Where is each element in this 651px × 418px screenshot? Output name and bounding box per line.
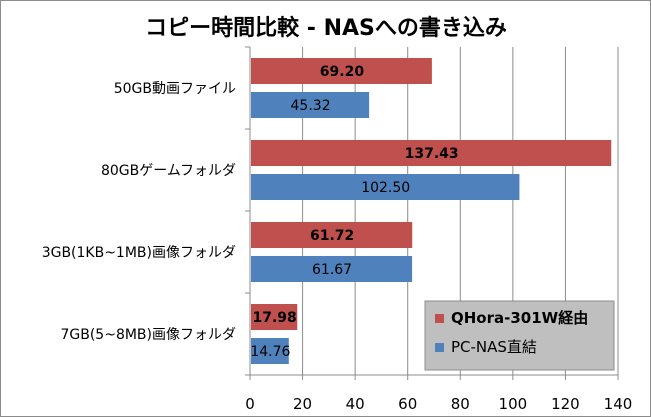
legend-label: QHora-301W経由: [451, 309, 588, 327]
legend-label: PC-NAS直結: [451, 338, 537, 356]
x-tick-label: 80: [451, 395, 470, 413]
data-label: 137.43: [405, 146, 459, 162]
data-label: 102.50: [361, 180, 410, 196]
category-label: 80GBゲームフォルダ: [101, 163, 236, 179]
data-label: 17.98: [252, 310, 296, 326]
data-label: 61.72: [310, 228, 354, 244]
bar-pc-nas: [251, 174, 520, 200]
chart-title: コピー時間比較 - NASへの書き込み: [145, 15, 507, 41]
data-label: 61.67: [312, 262, 352, 278]
category-label: 7GB(5~8MB)画像フォルダ: [60, 327, 236, 343]
x-tick-label: 40: [346, 395, 365, 413]
data-label: 14.76: [250, 344, 290, 360]
x-tick-label: 0: [245, 395, 255, 413]
bar-pc-nas: [251, 256, 413, 282]
bar-qhora: [251, 304, 298, 330]
bar-qhora: [251, 222, 413, 248]
x-tick-label: 60: [398, 395, 417, 413]
category-label: 50GB動画ファイル: [114, 81, 236, 97]
bar-qhora: [251, 58, 432, 84]
category-label: 3GB(1KB~1MB)画像フォルダ: [42, 245, 236, 261]
x-tick-label: 20: [293, 395, 312, 413]
x-tick-label: 100: [499, 395, 528, 413]
legend-box: [424, 300, 615, 371]
legend-swatch: [435, 343, 444, 352]
x-tick-label: 120: [551, 395, 580, 413]
bar-pc-nas: [251, 338, 289, 364]
bar-pc-nas: [251, 92, 370, 118]
bar-qhora: [251, 140, 612, 166]
data-label: 69.20: [320, 64, 365, 80]
x-tick-label: 140: [604, 395, 633, 413]
data-label: 45.32: [291, 98, 331, 114]
legend-swatch: [435, 314, 444, 323]
